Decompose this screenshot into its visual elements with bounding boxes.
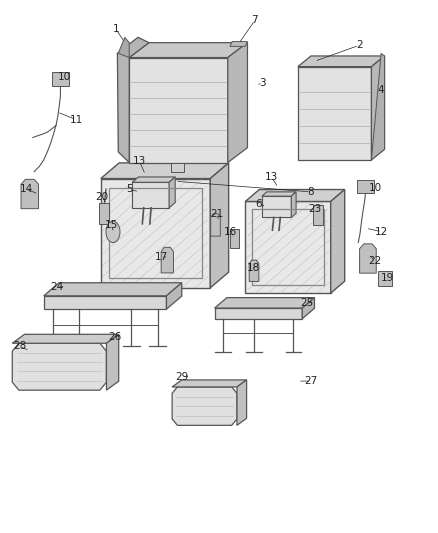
Polygon shape [172, 387, 237, 425]
Text: 19: 19 [381, 273, 394, 283]
Polygon shape [21, 179, 39, 208]
Polygon shape [161, 247, 173, 273]
Text: 26: 26 [108, 332, 121, 342]
Polygon shape [302, 297, 314, 319]
Polygon shape [215, 308, 302, 319]
Text: 21: 21 [210, 209, 223, 219]
Text: 13: 13 [133, 156, 146, 166]
Text: 3: 3 [259, 78, 266, 87]
Polygon shape [371, 56, 385, 160]
Text: 25: 25 [300, 298, 313, 308]
Polygon shape [215, 297, 314, 308]
Polygon shape [132, 177, 175, 182]
Polygon shape [313, 205, 323, 225]
Polygon shape [129, 43, 247, 58]
Polygon shape [101, 163, 229, 179]
Polygon shape [371, 53, 385, 160]
Text: 13: 13 [265, 172, 278, 182]
Text: 23: 23 [309, 204, 322, 214]
Polygon shape [298, 56, 385, 67]
Polygon shape [357, 180, 374, 193]
Text: 14: 14 [20, 184, 33, 194]
Text: 27: 27 [304, 376, 318, 386]
Text: 11: 11 [70, 115, 83, 125]
Polygon shape [129, 58, 228, 163]
Text: 15: 15 [105, 220, 118, 230]
Polygon shape [12, 343, 106, 390]
Bar [109, 188, 202, 278]
Polygon shape [298, 67, 371, 160]
Text: 22: 22 [368, 256, 381, 266]
Polygon shape [166, 282, 182, 309]
Polygon shape [228, 43, 247, 163]
Polygon shape [378, 271, 392, 286]
Text: 24: 24 [50, 282, 64, 292]
Polygon shape [12, 334, 119, 343]
Polygon shape [44, 296, 166, 309]
Text: 10: 10 [369, 183, 382, 192]
Text: 12: 12 [375, 227, 389, 237]
Text: 8: 8 [307, 187, 314, 197]
Text: 16: 16 [223, 227, 237, 237]
Text: 20: 20 [95, 192, 108, 202]
Polygon shape [262, 192, 296, 196]
Text: 28: 28 [13, 342, 26, 351]
Ellipse shape [106, 221, 120, 243]
Polygon shape [52, 72, 69, 85]
Polygon shape [117, 37, 149, 163]
Polygon shape [211, 214, 220, 236]
Text: 29: 29 [175, 373, 188, 382]
Text: 5: 5 [126, 184, 133, 194]
Polygon shape [101, 179, 210, 288]
Polygon shape [106, 334, 119, 390]
Polygon shape [262, 196, 291, 217]
Polygon shape [99, 203, 109, 224]
Text: 4: 4 [378, 85, 385, 94]
Text: 7: 7 [251, 15, 258, 25]
Text: 17: 17 [155, 252, 168, 262]
Polygon shape [249, 260, 259, 281]
Polygon shape [245, 201, 331, 293]
Text: 18: 18 [247, 263, 260, 272]
Text: 1: 1 [113, 25, 120, 34]
Polygon shape [171, 163, 184, 172]
Polygon shape [230, 229, 239, 248]
Text: 10: 10 [58, 72, 71, 82]
Polygon shape [44, 282, 182, 296]
Polygon shape [360, 244, 376, 273]
Polygon shape [245, 190, 345, 201]
Polygon shape [132, 182, 169, 208]
Bar [252, 209, 324, 285]
Text: 6: 6 [255, 199, 262, 208]
Polygon shape [118, 37, 129, 58]
Polygon shape [172, 380, 247, 387]
Polygon shape [230, 42, 247, 46]
Text: 2: 2 [356, 41, 363, 50]
Polygon shape [169, 177, 175, 208]
Polygon shape [210, 163, 229, 288]
Polygon shape [291, 192, 296, 217]
Polygon shape [331, 190, 345, 293]
Polygon shape [237, 380, 247, 425]
